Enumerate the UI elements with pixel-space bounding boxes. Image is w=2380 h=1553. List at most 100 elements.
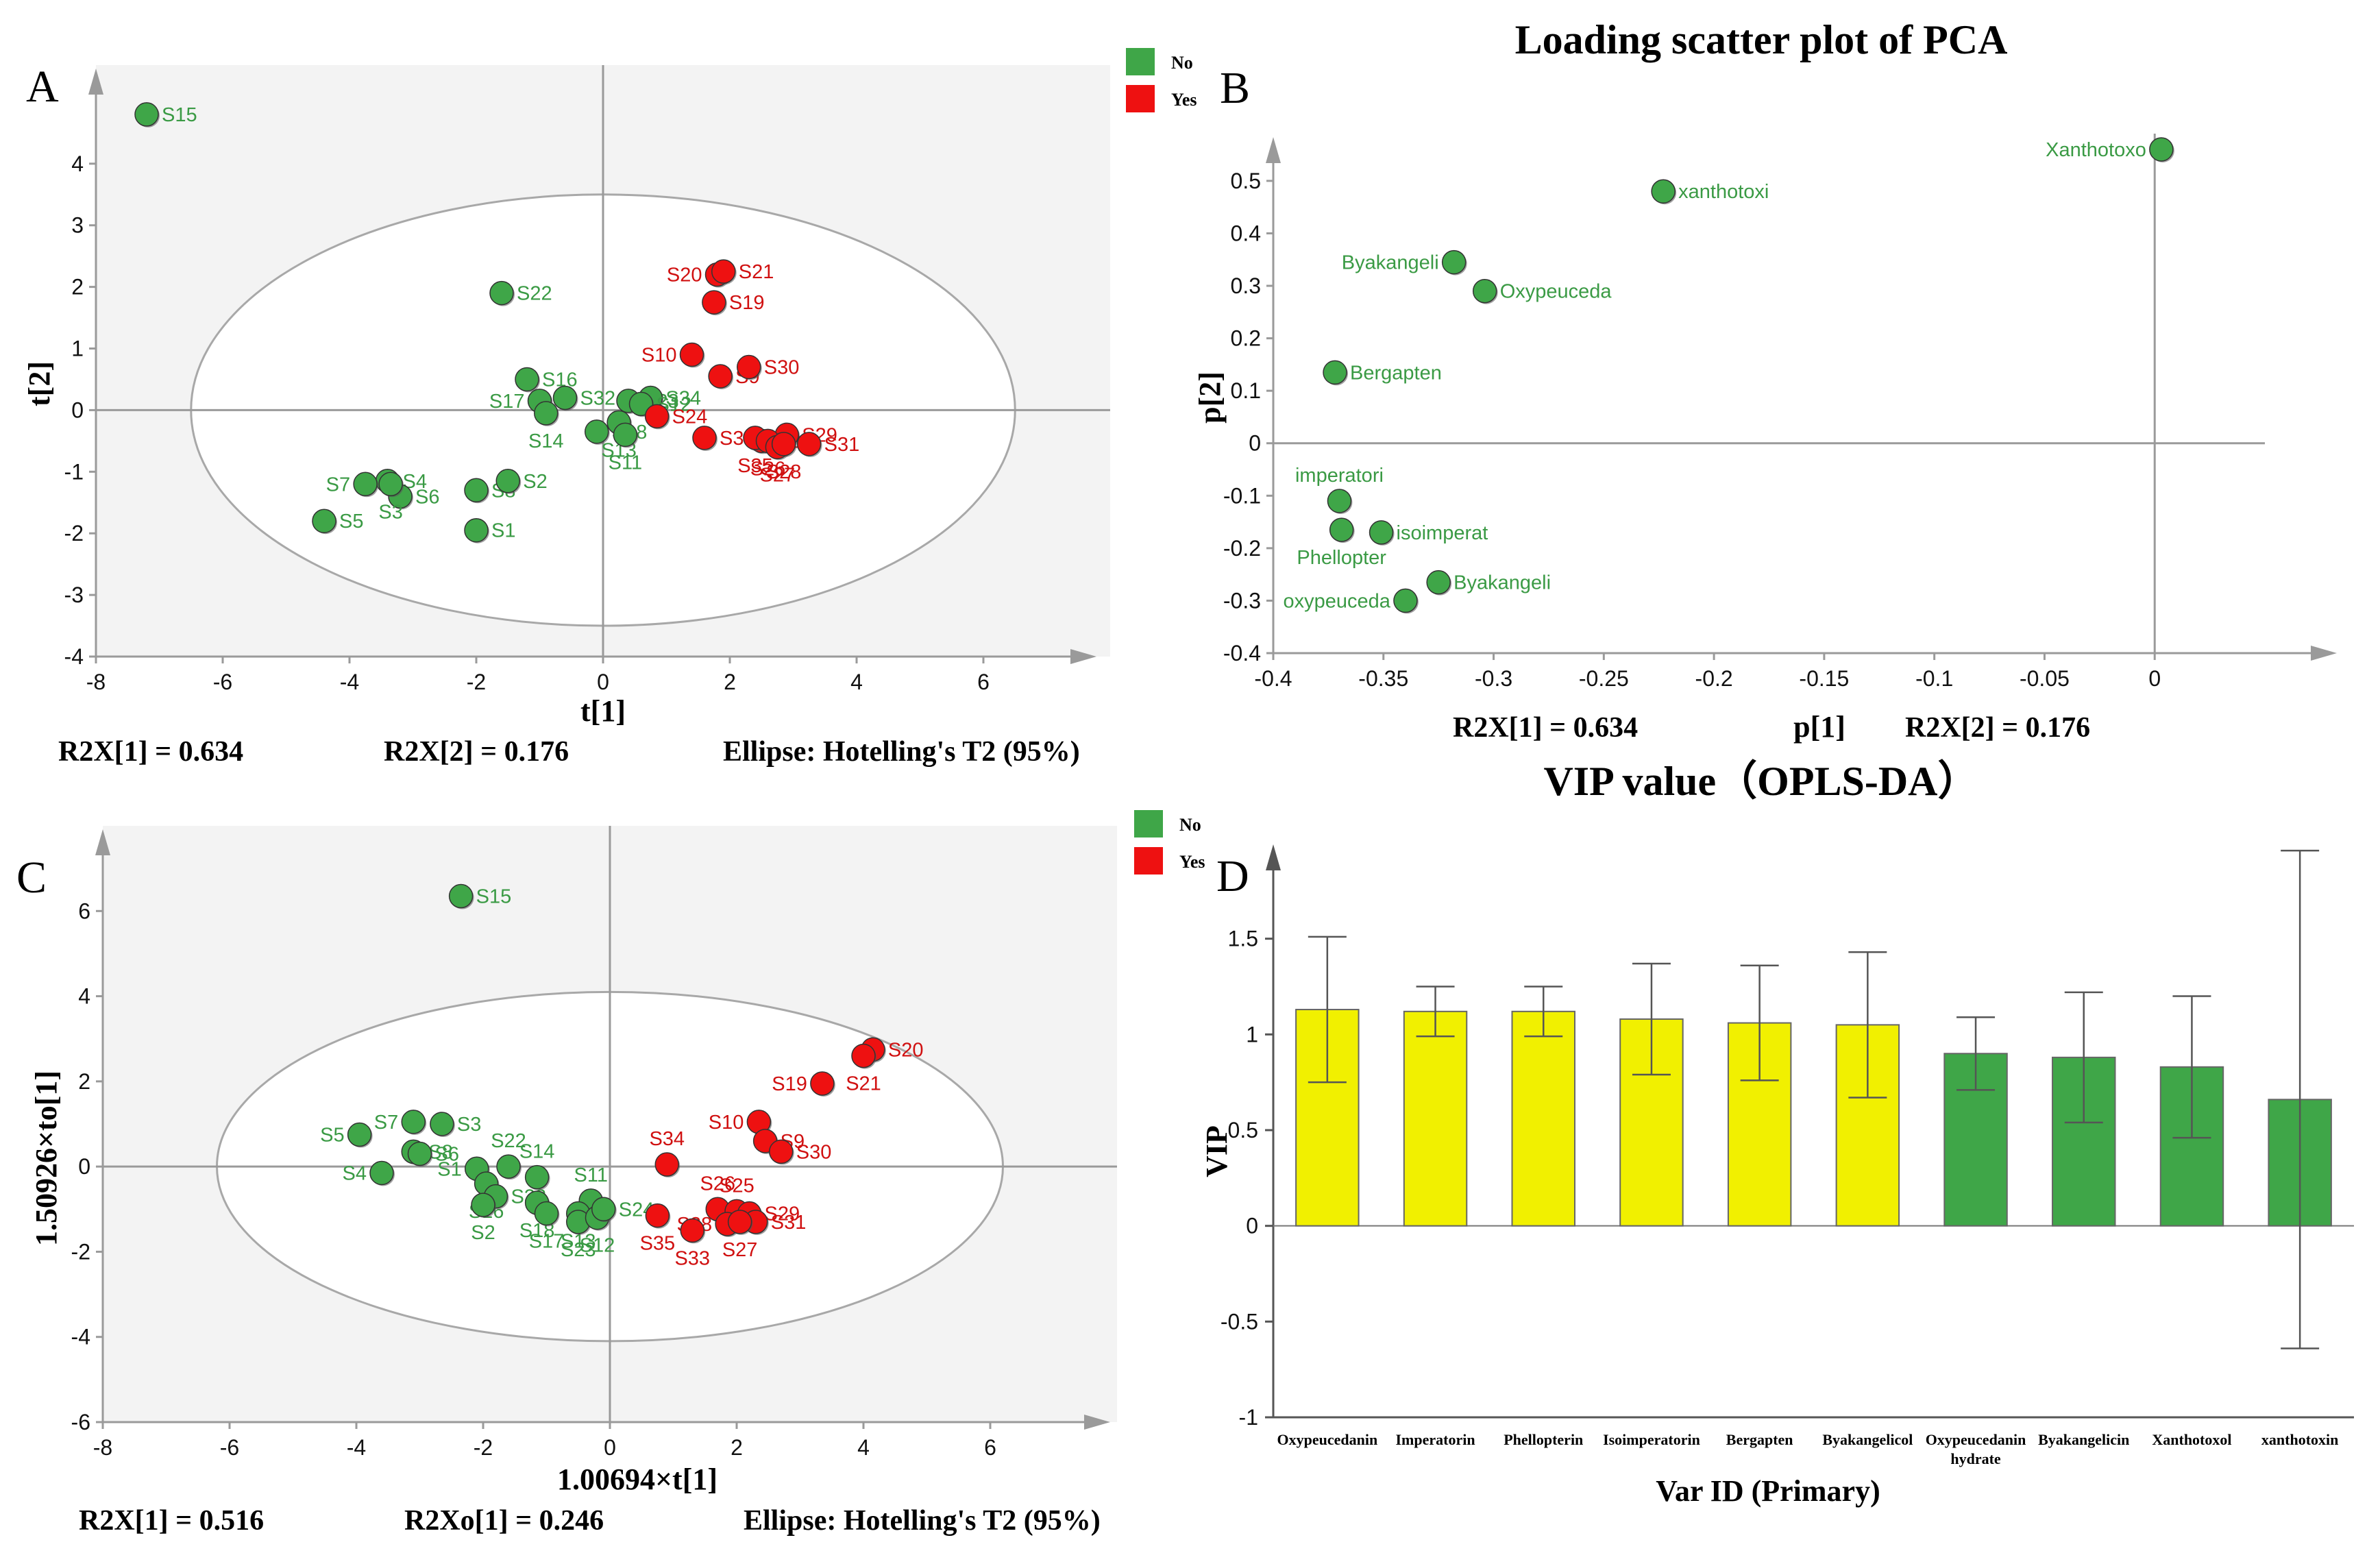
data-point-s11 (613, 422, 638, 448)
point-label: S13 (561, 1231, 596, 1253)
point-label: S6 (415, 486, 439, 508)
point-label: S8 (428, 1141, 452, 1163)
data-point-s2 (495, 469, 520, 493)
data-point-s7 (353, 472, 378, 497)
legend-label-no: No (1171, 53, 1193, 73)
x-tick-label: 0 (597, 670, 609, 694)
x-tick-label: Byakangelicol (1822, 1431, 1913, 1448)
data-point-s22 (489, 280, 514, 306)
point-label: S1 (491, 520, 515, 542)
data-point-s3 (430, 1112, 454, 1136)
x-tick-label: -0.05 (2020, 666, 2070, 691)
x-tick-label: -0.2 (1695, 666, 1733, 691)
y-tick-label: 0 (1249, 431, 1261, 456)
y-tick-label: 1.5 (1228, 927, 1258, 951)
y-axis-title: VIP (1200, 1125, 1234, 1177)
point-label: S11 (574, 1164, 608, 1186)
point-label: S2 (471, 1222, 495, 1244)
point-label: S3 (457, 1114, 481, 1136)
y-tick-label: 4 (78, 984, 90, 1009)
x-axis-arrow (1070, 649, 1096, 664)
data-point-s21 (851, 1043, 876, 1068)
point-label: isoimperat (1397, 522, 1488, 544)
x-tick-label: 2 (731, 1435, 743, 1460)
data-point-s1 (464, 517, 489, 543)
x-tick-label: -0.35 (1358, 666, 1408, 691)
point-label: S33 (674, 1247, 710, 1269)
point-label: xanthotoxi (1678, 181, 1769, 203)
point-label: S7 (374, 1112, 398, 1134)
point-label: S31 (771, 1212, 807, 1234)
y-tick-label: 0.5 (1228, 1118, 1258, 1142)
y-tick-label: 0.4 (1231, 221, 1261, 245)
stat-footer-3: Ellipse: Hotelling's T2 (95%) (744, 1505, 1101, 1537)
panel-letter-b: B (1220, 63, 1250, 113)
x-tick-label: -4 (340, 670, 359, 694)
data-point-s33 (692, 426, 717, 450)
y-tick-label: -2 (71, 1239, 90, 1264)
x-tick-label: -2 (467, 670, 486, 694)
panel-d-vip-bar-chart: VIP value（OPLS-DA） D -1 -0.5 0 0.5 1 1.5 Oxypeuc… (1200, 758, 2354, 1508)
stat-footer-2: R2X[2] = 0.176 (1905, 712, 2090, 744)
point-label: S20 (888, 1039, 924, 1061)
point-label: S35 (737, 455, 773, 477)
point-label: S32 (580, 387, 616, 409)
point-label: S5 (320, 1125, 344, 1147)
point-label: Phellopter (1297, 547, 1386, 569)
point-label: S22 (491, 1130, 526, 1152)
point-label: S21 (846, 1073, 881, 1095)
data-point-isoimperat (1369, 520, 1394, 545)
x-axis-title: t[1] (580, 694, 626, 728)
point-label: S17 (489, 391, 525, 413)
point-label: Byakangeli (1453, 572, 1551, 594)
point-label: imperatori (1295, 465, 1384, 487)
data-point-s10 (679, 342, 704, 367)
x-tick-label: -8 (93, 1435, 112, 1460)
x-axis-title: 1.00694×t[1] (557, 1463, 717, 1496)
bar-phellopterin (1511, 1010, 1575, 1227)
legend-swatch-yes (1134, 847, 1163, 875)
legend-swatch-no (1134, 810, 1163, 837)
x-axis-title: Var ID (Primary) (1656, 1474, 1880, 1508)
data-point-s15 (448, 883, 474, 909)
y-tick-label: -0.2 (1223, 536, 1261, 561)
data-point-s2 (471, 1193, 495, 1217)
point-label: S27 (722, 1239, 758, 1261)
data-point-xanthotoxo (2149, 137, 2174, 162)
x-tick-label: 2 (724, 670, 736, 694)
y-tick-label: 0.1 (1231, 378, 1261, 403)
data-point-s15 (134, 102, 159, 127)
data-point-s3 (378, 472, 403, 497)
panel-letter-c: C (16, 853, 47, 903)
point-label: S3 (378, 501, 402, 523)
x-tick-label: -0.15 (1799, 666, 1849, 691)
y-tick-label: 1 (71, 337, 84, 361)
x-tick-label: -0.4 (1254, 666, 1292, 691)
x-tick-label: 6 (984, 1435, 996, 1460)
data-point-s24 (591, 1197, 616, 1222)
data-point-oxypeuceda (1393, 588, 1418, 613)
x-tick-label: Imperatorin (1396, 1431, 1475, 1448)
x-axis-title: p[1] (1793, 710, 1845, 744)
y-axis-arrow (1266, 137, 1281, 163)
data-point-phellopter (1329, 517, 1354, 542)
x-tick-label: 4 (857, 1435, 870, 1460)
y-tick-label: -0.5 (1220, 1309, 1258, 1334)
point-label: S15 (162, 104, 197, 126)
point-label: Bergapten (1350, 362, 1442, 384)
x-tick-label: 0 (2148, 666, 2161, 691)
point-label: S21 (739, 261, 774, 283)
y-axis-arrow (95, 829, 110, 855)
y-tick-label: -0.4 (1223, 641, 1261, 665)
point-label: S35 (640, 1233, 676, 1255)
data-point-s9 (708, 364, 733, 389)
y-tick-label: -3 (64, 583, 84, 607)
point-label: S17 (529, 1231, 565, 1253)
x-tick-label: hydrate (1950, 1450, 2001, 1467)
y-tick-label: 0.3 (1231, 273, 1261, 298)
point-label: Byakangeli (1342, 252, 1439, 274)
data-point-s33 (680, 1218, 704, 1243)
x-axis-arrow (1084, 1415, 1110, 1430)
y-tick-label: 0 (1246, 1214, 1258, 1238)
point-label: S15 (476, 886, 512, 908)
